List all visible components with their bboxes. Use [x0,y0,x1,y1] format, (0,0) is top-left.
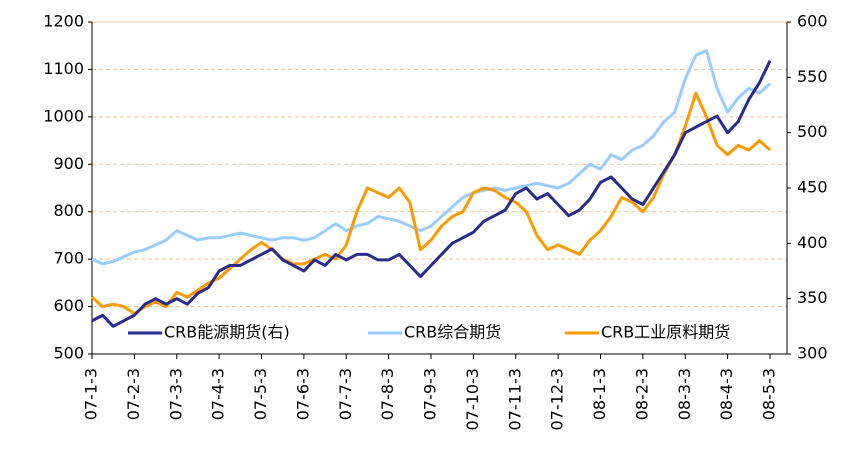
y2-tick-label: 600 [797,12,828,31]
x-tick-label: 07-3-3 [166,368,185,420]
x-tick-label: 07-4-3 [209,368,228,420]
x-tick-label: 07-12-3 [548,368,567,430]
y-tick-label: 1100 [43,59,84,78]
x-tick-label: 07-11-3 [505,368,524,430]
x-tick-label: 08-1-3 [590,368,609,420]
x-tick-label: 07-5-3 [251,368,270,420]
y-tick-label: 700 [53,249,84,268]
y2-tick-label: 400 [797,233,828,252]
y-tick-label: 600 [53,296,84,315]
x-tick-label: 07-2-3 [124,368,143,420]
x-tick-label: 08-5-3 [760,368,779,420]
x-tick-label: 07-7-3 [336,368,355,420]
series-line [91,60,772,328]
y2-tick-label: 550 [797,67,828,86]
x-tick-label: 08-4-3 [717,368,736,420]
x-tick-label: 07-9-3 [421,368,440,420]
x-tick-label: 07-10-3 [463,368,482,430]
y-tick-label: 1200 [43,12,84,31]
y2-tick-label: 300 [797,344,828,363]
y2-tick-label: 450 [797,178,828,197]
x-tick-label: 07-6-3 [293,368,312,420]
y-tick-label: 500 [53,344,84,363]
y2-tick-label: 500 [797,122,828,141]
legend-label: CRB能源期货(右) [164,323,290,342]
series-line [90,91,772,316]
series-line [91,48,772,266]
y-tick-label: 900 [53,154,84,173]
legend-label: CRB工业原料期货 [601,323,730,342]
x-tick-label: 07-1-3 [82,368,101,420]
y-tick-label: 1000 [43,106,84,125]
x-tick-label: 07-8-3 [378,368,397,420]
y2-tick-label: 350 [797,288,828,307]
x-tick-label: 08-3-3 [675,368,694,420]
x-tick-label: 08-2-3 [632,368,651,420]
legend-label: CRB综合期货 [404,323,501,342]
y-tick-label: 800 [53,201,84,220]
